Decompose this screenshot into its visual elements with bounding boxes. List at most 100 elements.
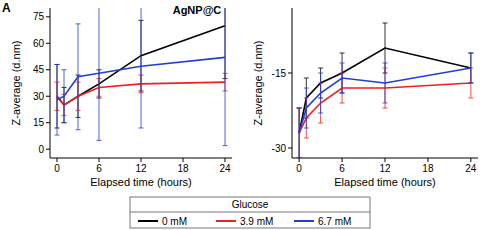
x-tick xyxy=(57,158,58,162)
error-cap xyxy=(304,88,309,89)
figure: 0 15 30 45 60 75 0 6 12 18 24 Elapsed time (hours) Z… xyxy=(0,0,500,230)
error-stem xyxy=(470,53,471,83)
x-tick-label: 0 xyxy=(296,163,302,174)
error-bar xyxy=(76,24,81,130)
error-stem xyxy=(78,24,79,130)
error-stem xyxy=(342,53,343,93)
y-tick-label: 0 xyxy=(38,144,44,155)
chart: -30-1506121824Elapsed time (hours)Z-aver… xyxy=(252,8,478,188)
error-cap xyxy=(383,63,388,64)
error-cap xyxy=(383,108,388,109)
error-cap xyxy=(76,129,81,130)
error-cap xyxy=(297,108,302,109)
error-stem xyxy=(299,108,300,158)
panel-label: A xyxy=(2,1,11,15)
y-axis-title: Z-average (d.nm) xyxy=(10,41,22,126)
error-stem xyxy=(299,108,300,158)
error-cap xyxy=(468,53,473,54)
x-tick xyxy=(183,158,184,162)
x-axis-title: Elapsed time (hours) xyxy=(90,176,192,188)
error-bar xyxy=(340,63,345,93)
y-tick-label: 30 xyxy=(33,91,45,102)
x-tick xyxy=(225,158,226,162)
error-stem xyxy=(64,70,65,123)
error-bar xyxy=(383,63,388,103)
error-stem xyxy=(342,63,343,93)
legend-box xyxy=(130,197,370,228)
error-cap xyxy=(340,93,345,94)
y-tick xyxy=(46,69,50,70)
x-tick-label: 6 xyxy=(96,163,102,174)
error-cap xyxy=(62,122,67,123)
error-cap xyxy=(297,158,302,159)
error-cap xyxy=(62,69,67,70)
error-cap xyxy=(297,108,302,109)
error-stem xyxy=(306,88,307,128)
y-tick-label: 75 xyxy=(33,11,45,22)
legend: Glucose0 mM3.9 mM6.7 mM xyxy=(130,197,370,228)
error-bar xyxy=(55,64,60,135)
x-tick-label: 12 xyxy=(135,163,147,174)
y-tick xyxy=(46,43,50,44)
y-tick-label: -15 xyxy=(272,68,287,79)
error-cap xyxy=(468,83,473,84)
error-cap xyxy=(340,103,345,104)
error-cap xyxy=(62,122,67,123)
error-bar xyxy=(304,88,309,128)
error-cap xyxy=(340,53,345,54)
legend-swatch xyxy=(138,220,158,222)
error-stem xyxy=(141,8,142,128)
error-cap xyxy=(318,68,323,69)
error-bar xyxy=(223,8,228,146)
error-cap xyxy=(318,123,323,124)
error-cap xyxy=(223,145,228,146)
legend-label: 0 mM xyxy=(162,216,187,227)
error-stem xyxy=(320,73,321,113)
error-cap xyxy=(97,140,102,141)
y-tick xyxy=(46,16,50,17)
legend-divider xyxy=(130,212,370,213)
y-tick xyxy=(46,122,50,123)
error-bar xyxy=(97,8,102,140)
error-bar xyxy=(297,108,302,158)
y-axis xyxy=(50,8,51,158)
y-tick xyxy=(288,148,292,149)
x-tick xyxy=(99,158,100,162)
legend-swatch xyxy=(294,220,314,222)
y-tick xyxy=(288,73,292,74)
x-tick-label: 24 xyxy=(465,163,477,174)
y-tick-label: 45 xyxy=(33,64,45,75)
x-axis-title: Elapsed time (hours) xyxy=(334,176,436,188)
error-stem xyxy=(99,8,100,140)
y-axis-title: Z-average (d.nm) xyxy=(252,41,264,126)
plot-area xyxy=(297,23,474,158)
error-stem xyxy=(225,8,226,146)
y-tick xyxy=(46,96,50,97)
error-stem xyxy=(57,64,58,135)
error-cap xyxy=(468,83,473,84)
y-tick-label: -30 xyxy=(272,143,287,154)
legend-label: 3.9 mM xyxy=(240,216,273,227)
error-cap xyxy=(468,98,473,99)
x-tick xyxy=(299,158,300,162)
error-cap xyxy=(383,103,388,104)
error-cap xyxy=(304,78,309,79)
y-tick-label: 60 xyxy=(33,38,45,49)
y-tick-label: 15 xyxy=(33,117,45,128)
x-tick-label: 18 xyxy=(422,163,434,174)
error-cap xyxy=(383,23,388,24)
error-cap xyxy=(55,135,60,136)
x-tick-label: 24 xyxy=(219,163,231,174)
x-tick-label: 12 xyxy=(379,163,391,174)
error-cap xyxy=(468,53,473,54)
error-stem xyxy=(299,108,300,158)
x-tick xyxy=(385,158,386,162)
x-tick-label: 0 xyxy=(54,163,60,174)
error-bar xyxy=(297,108,302,158)
error-cap xyxy=(340,63,345,64)
legend-swatch xyxy=(216,220,236,222)
error-cap xyxy=(318,113,323,114)
error-bar xyxy=(297,108,302,158)
error-cap xyxy=(304,128,309,129)
error-cap xyxy=(55,64,60,65)
